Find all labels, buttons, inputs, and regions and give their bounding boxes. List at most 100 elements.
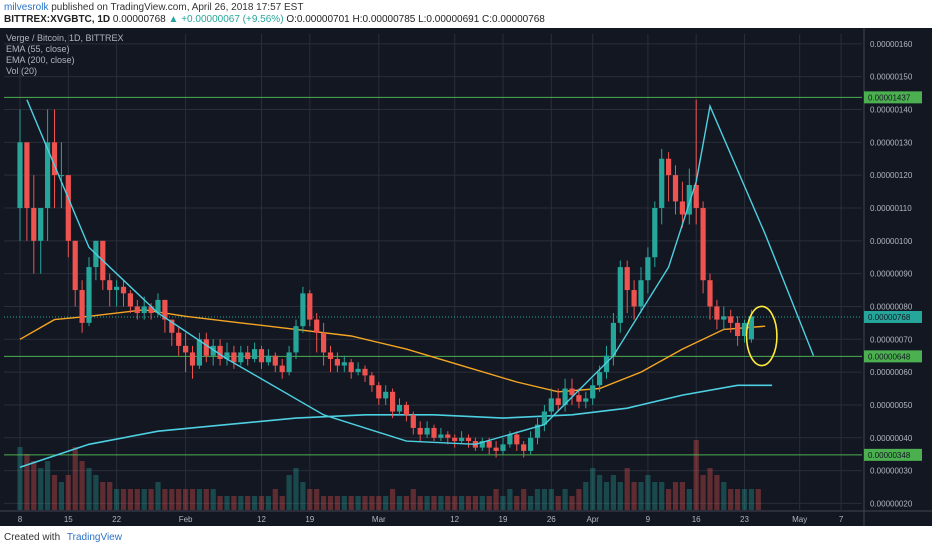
volume-bar (279, 496, 285, 510)
price-tick-label: 0.00000040 (870, 434, 913, 443)
volume-bar (293, 468, 299, 510)
candle-body (169, 319, 175, 333)
volume-bar (51, 475, 58, 510)
circle-annotation (745, 305, 778, 367)
volume-bar (610, 475, 616, 510)
volume-bar (24, 454, 30, 510)
candle-body (334, 358, 340, 366)
time-tick-label: Feb (179, 515, 193, 524)
candle-body (203, 339, 209, 356)
chart-canvas[interactable]: 0.00000160 0.00000150 0.00000140 0.00000130… (0, 28, 932, 526)
volume-bar (748, 489, 754, 510)
candle-body (107, 280, 113, 291)
candle-body (410, 414, 416, 428)
candle-body (134, 306, 140, 314)
candle-body (45, 142, 51, 208)
volume-bar (355, 496, 361, 510)
volume-bar (410, 489, 416, 510)
candle-body (196, 339, 202, 366)
volume-bar (348, 496, 354, 510)
candle-body (307, 293, 313, 320)
volume-bar (452, 496, 458, 510)
volume-bar (666, 489, 672, 510)
volume-bar (390, 489, 396, 510)
candle-body (120, 286, 127, 294)
publish-line: milvesrolk published on TradingView.com,… (4, 2, 303, 13)
candle-body (707, 280, 713, 307)
volume-bar (210, 489, 216, 510)
volume-bar (196, 489, 202, 510)
candle-body (189, 352, 196, 366)
candle-body (686, 185, 692, 215)
drawn-trend-line (26, 99, 815, 446)
volume-bar (672, 482, 679, 510)
candle-body (300, 293, 306, 327)
volume-bar (714, 475, 720, 510)
price-tick-label: 0.00000070 (870, 335, 913, 344)
candle-body (735, 322, 741, 337)
volume-bar (403, 496, 409, 510)
candle-body (369, 375, 375, 386)
price-tag-label: 0.00000648 (868, 352, 911, 361)
volume-bar (265, 496, 271, 510)
volume-bar (120, 489, 127, 510)
candle-body (127, 293, 133, 307)
candle-body (424, 427, 430, 435)
volume-bar (169, 489, 175, 510)
volume-bar (314, 489, 320, 510)
volume-bar (472, 496, 478, 510)
candle-body (217, 345, 223, 359)
volume-bar (659, 482, 665, 510)
candle-body (693, 185, 699, 208)
tradingview-brand[interactable]: TradingView (66, 532, 122, 543)
price-tag (864, 310, 922, 323)
candle-body (672, 175, 679, 202)
candle-body (272, 355, 278, 366)
change-text: +0.00000067 (+9.56%) (181, 14, 284, 25)
candle-body (500, 444, 506, 451)
candle-body (431, 427, 437, 438)
time-tick-label: 19 (499, 515, 508, 524)
candle-body (569, 388, 575, 396)
symbol-line: BITTREX:XVGBTC, 1D 0.00000768 ▲ +0.00000… (4, 14, 545, 25)
candle-body (403, 404, 409, 415)
candle-body (610, 322, 616, 356)
volume-bar (638, 482, 644, 510)
time-tick-label: 12 (450, 515, 459, 524)
time-tick-label: 15 (64, 515, 73, 524)
candle-body (286, 352, 292, 373)
volume-bar (431, 496, 437, 510)
candle-body (245, 352, 251, 359)
volume-bar (141, 489, 147, 510)
candle-body (721, 316, 727, 320)
candle-body (507, 434, 513, 445)
volume-bar (735, 489, 741, 510)
volume-bar (707, 468, 713, 510)
price-chart[interactable]: 0.00000160 0.00000150 0.00000140 0.00000130… (0, 28, 932, 526)
candle-body (58, 175, 64, 177)
candle-body (72, 240, 78, 291)
volume-bar (79, 461, 85, 510)
candle-body (148, 306, 154, 314)
volume-bar (438, 496, 444, 510)
volume-bar (493, 489, 499, 510)
chart-legend: Verge / Bitcoin, 1D, BITTREX EMA (55, cl… (6, 33, 124, 77)
candle-body (631, 290, 637, 307)
volume-bar (652, 482, 658, 510)
candle-body (327, 352, 334, 359)
candle-body (534, 424, 541, 438)
volume-bar (755, 489, 761, 510)
price-tick-label: 0.00000100 (870, 237, 913, 246)
candle-body (714, 306, 720, 320)
candle-body (465, 437, 472, 442)
price-tick-label: 0.00000110 (870, 204, 912, 213)
volume-bar (500, 496, 506, 510)
author-link[interactable]: milvesrolk (4, 2, 49, 13)
candle-body (24, 142, 30, 208)
volume-bar (93, 475, 99, 510)
candle-body (590, 385, 596, 399)
price-tick-label: 0.00000080 (870, 302, 913, 311)
candle-body (396, 404, 403, 412)
volume-bar (162, 489, 168, 510)
candle-body (479, 441, 485, 448)
